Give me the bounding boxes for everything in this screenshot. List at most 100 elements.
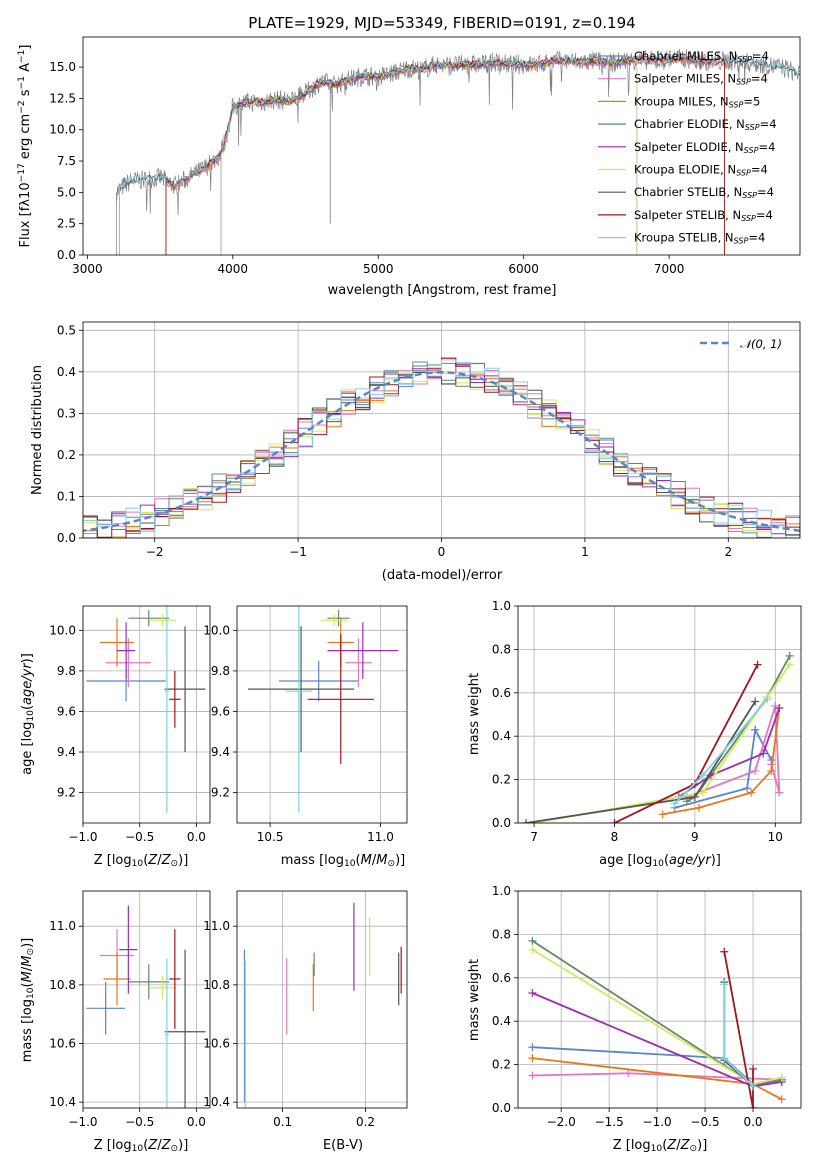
model-spectrum-line [165,53,725,255]
mass-weight-point [698,771,707,780]
y-tick-label: 0.8 [492,927,511,941]
residual-histogram [83,359,800,538]
y-tick-label: 0.4 [492,729,511,743]
mass-weight-point [530,819,539,823]
x-tick-label: 11.0 [367,830,394,844]
spectrum-legend: Chabrier MILES, NSSP=4 Salpeter MILES, NS… [598,49,777,246]
y-tick-label: 11.0 [203,919,230,933]
mass-weight-point [624,1069,633,1078]
mass-weight-point [775,788,784,797]
residual-xlabel: (data-model)/error [382,568,503,583]
x-tick-label: 0.2 [356,1115,375,1129]
age-vs-mass-panel: 10.5 11.0 9.2 9.4 9.6 9.8 10.0 [203,605,408,844]
mass-weight-point [777,1095,786,1104]
spectrum-xlabel: wavelength [Angstrom, rest frame] [328,283,557,298]
mass-weight-point [767,766,776,775]
grid [82,606,210,823]
y-tick-label: 10.8 [203,978,230,992]
residual-ylabel: Normed distribution [30,365,45,495]
y-tick-label: 10.6 [49,1036,76,1050]
y-tick-label: 9.4 [57,745,76,759]
mass-weight-point [775,703,784,712]
grid [82,891,210,1108]
mass-weight-point [690,792,699,801]
axes-frame [517,605,802,824]
mass-weight-point [753,660,762,669]
y-tick-label: 9.8 [57,664,76,678]
axes-frame [82,36,801,256]
y-tick-label: 9.6 [211,704,230,718]
x-tick-label: −2 [146,545,164,559]
mass-vs-z-panel: −1.0 −0.5 0.0 10.4 10.6 10.8 11.0 [49,890,211,1129]
legend-label: 𝒩(0, 1) [740,337,782,351]
mass-weight-point [747,788,756,797]
mw-z-xlabel: Z [log10(Z/Z⊙)] [613,1138,708,1154]
mass-weight-age-panel: 7 8 9 10 0.0 0.2 0.4 0.6 0.8 1.0 [492,599,802,844]
x-tick-label: 7000 [654,262,685,276]
x-tick-label: −1.0 [643,1115,672,1129]
plot-area [86,905,206,1108]
x-tick-label: 4000 [218,262,249,276]
y-tick-label: 15.0 [49,60,76,74]
grid [237,606,407,823]
x-tick-label: 10 [768,830,783,844]
x-tick-label: 8 [611,830,619,844]
x-tick-label: −2.0 [547,1115,576,1129]
mass-weight-point [777,1073,786,1082]
x-tick-label: 2 [724,545,732,559]
y-tick-label: 10.0 [203,623,230,637]
y-tick-label: 10.4 [49,1095,76,1109]
y-tick-label: 0.8 [492,642,511,656]
mass-weight-line [723,951,754,1108]
y-tick-label: 0.0 [57,248,76,262]
mass-weight-z-panel: −2.0 −1.5 −1.0 −0.5 0.0 0.0 0.2 0.4 0.6 0.8 1.0 [492,884,802,1129]
mass-weight-point [528,1071,537,1080]
y-tick-label: 0.4 [57,365,76,379]
y-tick-label: 0.2 [492,1058,511,1072]
mass-weight-point [785,651,794,660]
y-tick-label: 0.1 [57,489,76,503]
x-tick-label: 0.0 [187,830,206,844]
mass-weight-point [751,725,760,734]
mass-weight-point [658,810,667,819]
y-tick-label: 0.5 [57,323,76,337]
spectrum-panel: 3000 4000 5000 6000 7000 0.0 2.5 5.0 7.5 10.0 12.5… [49,36,801,276]
model-spectrum-line [220,56,638,255]
mw-age-xlabel: age [log10(age/yr)] [599,853,721,869]
y-tick-label: 7.5 [57,154,76,168]
y-tick-label: 0.0 [57,531,76,545]
axes-frame [517,890,802,1109]
mass-weight-point [759,749,768,758]
x-tick-label: 7 [530,830,538,844]
legend-label: Chabrier STELIB, NSSP=4 [634,185,774,200]
plot-area [83,357,800,538]
mass-weight-point [720,980,729,989]
plot-area [248,606,399,813]
y-tick-label: 9.2 [211,786,230,800]
x-tick-label: −0.5 [125,1115,154,1129]
mass-weight-point [785,660,794,669]
x-tick-label: 6000 [508,262,539,276]
x-tick-label: 9 [691,830,699,844]
x-tick-label: −0.5 [125,830,154,844]
spectrum-title: PLATE=1929, MJD=53349, FIBERID=0191, z=0… [248,14,635,32]
residual-panel: −2 −1 0 1 2 0.0 0.1 0.2 0.3 0.4 0.5 𝒩(0, 1) [57,321,801,559]
y-tick-label: 12.5 [49,91,76,105]
y-tick-label: 0.2 [57,448,76,462]
axes-frame [82,321,801,539]
mass-weight-point [720,1054,729,1063]
mass-weight-point [720,947,729,956]
y-tick-label: 0.2 [492,773,511,787]
y-tick-label: 0.4 [492,1014,511,1028]
mass-weight-point [743,784,752,793]
x-tick-label: −1.0 [68,1115,97,1129]
y-tick-label: 0.0 [492,1101,511,1115]
mass-weight-point [528,945,537,954]
mass-weight-line [533,664,791,823]
y-tick-label: 0.0 [492,816,511,830]
grid [237,891,407,1108]
y-tick-label: 9.6 [57,704,76,718]
model-spectrum-line [220,56,638,255]
model-spectrum-line [165,55,725,255]
